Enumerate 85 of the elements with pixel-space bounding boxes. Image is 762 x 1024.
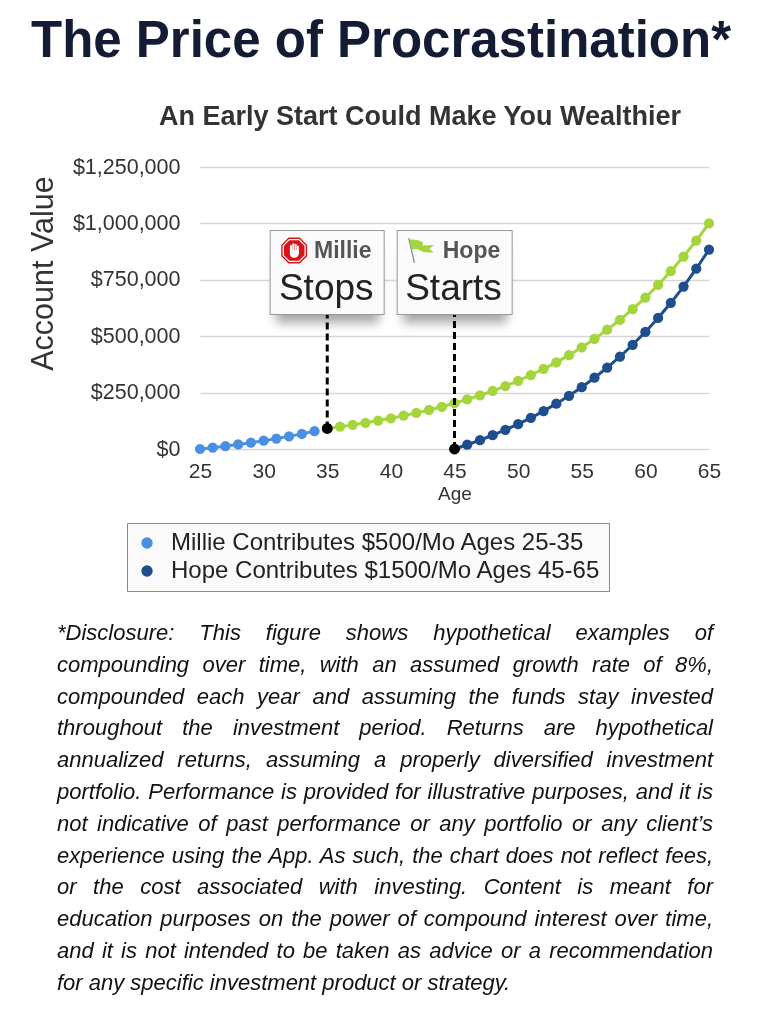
point <box>309 426 320 437</box>
point <box>525 369 536 381</box>
point <box>500 424 511 435</box>
point <box>665 297 676 308</box>
point <box>487 385 498 396</box>
y-tick-label: $500,000 <box>90 323 181 348</box>
chart-title: The Price of Procrastination* <box>30 10 732 70</box>
annotation: Millie Stops <box>278 236 374 309</box>
point <box>551 398 562 409</box>
chart-subtitle: An Early Start Could Make You Wealthier <box>157 100 683 133</box>
y-tick-label: $1,250,000 <box>72 154 181 179</box>
point <box>398 410 409 421</box>
point <box>640 326 651 338</box>
point <box>614 351 626 362</box>
point <box>627 339 638 350</box>
point <box>525 412 536 423</box>
point <box>423 404 435 416</box>
annotation: Hope Starts <box>405 236 502 309</box>
x-tick-label: 25 <box>188 458 213 482</box>
point <box>589 372 600 383</box>
x-tick-label: 55 <box>570 458 594 482</box>
point <box>220 440 231 452</box>
point <box>576 342 587 353</box>
point <box>245 437 257 448</box>
point <box>691 235 702 246</box>
y-tick-label: $0 <box>156 436 181 461</box>
y-tick-label: $750,000 <box>90 267 181 292</box>
point <box>513 375 524 386</box>
y-tick-label: $1,000,000 <box>72 210 181 235</box>
x-tick-label: 30 <box>252 458 276 482</box>
point <box>678 281 689 292</box>
point <box>373 415 384 426</box>
point <box>703 218 715 229</box>
point <box>385 413 396 424</box>
x-tick-label: 35 <box>316 458 340 482</box>
point <box>462 394 473 405</box>
point <box>652 279 664 291</box>
point <box>487 430 498 441</box>
point <box>474 435 486 446</box>
point <box>703 244 715 255</box>
x-tick-label: 45 <box>443 458 467 482</box>
y-tick-label: $250,000 <box>90 380 181 405</box>
x-tick-label: 60 <box>634 458 658 482</box>
point <box>258 435 269 446</box>
point <box>360 417 371 428</box>
point <box>614 314 626 326</box>
point <box>474 390 486 401</box>
point <box>602 362 613 373</box>
point <box>411 407 422 419</box>
point <box>691 263 702 274</box>
point <box>652 312 664 324</box>
point <box>665 266 676 277</box>
point <box>347 419 358 430</box>
point <box>194 443 206 455</box>
point <box>627 304 638 315</box>
point <box>538 405 549 417</box>
x-tick-label: 65 <box>697 458 722 482</box>
point <box>462 439 473 450</box>
legend-label: Hope Contributes $1500/Mo Ages 45-65 <box>171 556 600 583</box>
point <box>576 382 587 393</box>
point <box>500 380 511 392</box>
y-axis-title: Account Value <box>24 176 59 371</box>
point <box>233 439 244 450</box>
x-tick-label: 50 <box>506 458 531 482</box>
point <box>207 442 218 453</box>
point <box>436 401 447 412</box>
legend-label: Millie Contributes $500/Mo Ages 25-35 <box>171 528 584 555</box>
point <box>334 421 346 432</box>
x-axis-title: Age <box>438 482 472 504</box>
point <box>563 350 575 361</box>
x-tick-label: 40 <box>379 458 404 482</box>
point <box>563 390 575 401</box>
point <box>538 363 549 375</box>
point <box>640 292 651 303</box>
point <box>283 431 295 442</box>
callout-box: Hope Starts <box>396 230 513 315</box>
callout-box: Millie Stops <box>269 230 385 315</box>
point <box>551 357 562 368</box>
point <box>296 428 307 439</box>
point <box>602 324 613 335</box>
point <box>271 433 282 444</box>
text: *Disclosure: This figure shows hypothetical examples of compounding over time, with an assumed growth rate of 8%, compounded each year and assuming the funds stay invested throughout the investment period. Returns are hypothetical annualized returns, assuming a properly diversified investment portfolio. Performance is provided for illustrative purposes, and it is not indicative of past performance or any portfolio or any client’s experience using the App. As such, the chart does not reflect fees, or the cost associated with investing. Content is meant for education purposes on the power of compound interest over time, and it is not intended to be taken as advice or a recommendation for any specific investment product or strategy. <box>57 620 713 995</box>
point <box>678 251 689 262</box>
point <box>589 333 600 345</box>
point <box>513 419 524 430</box>
